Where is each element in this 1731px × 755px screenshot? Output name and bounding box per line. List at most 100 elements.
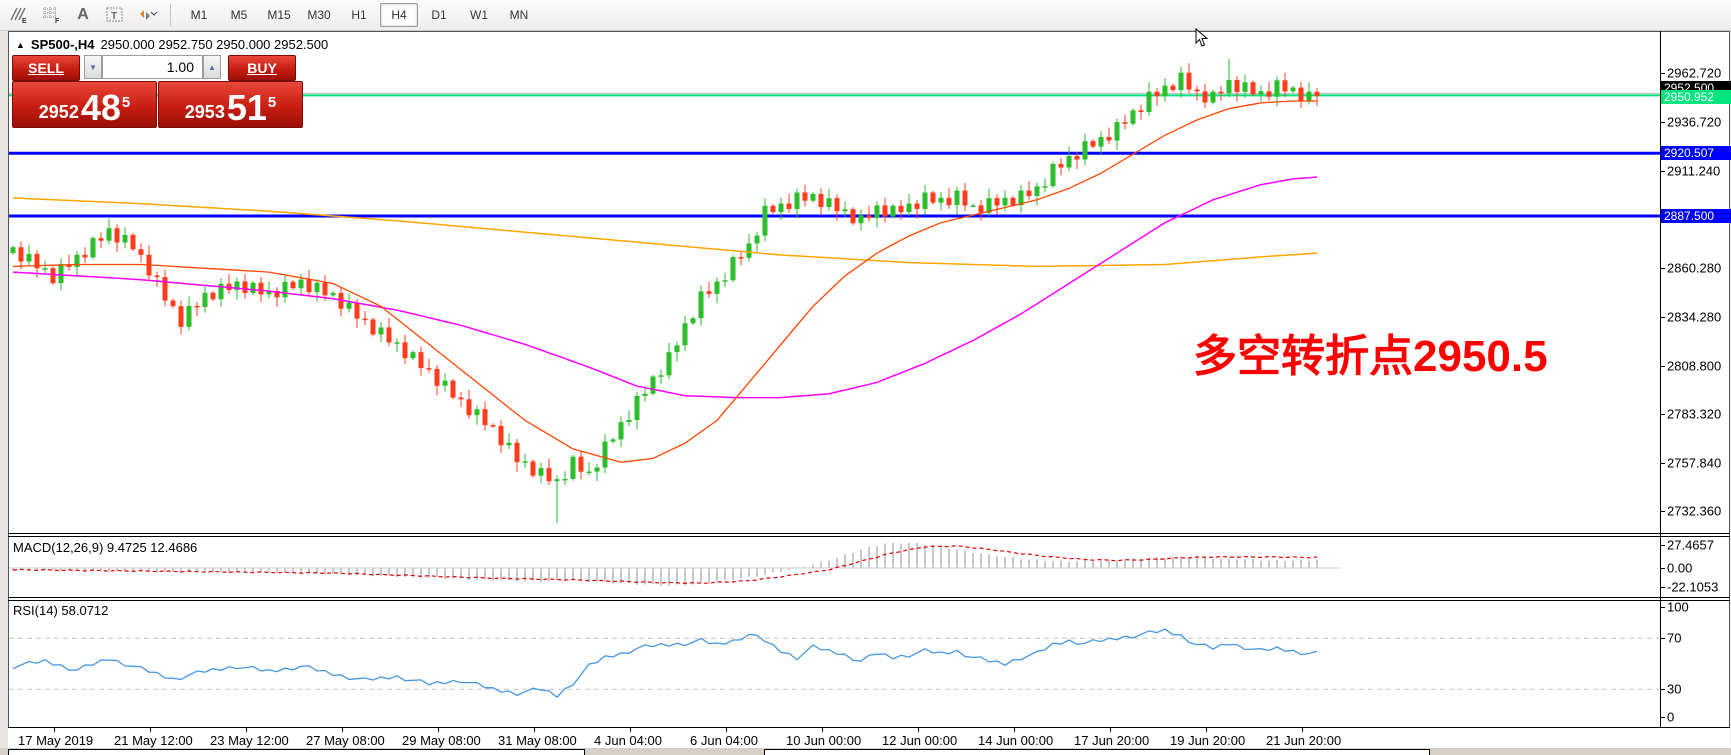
candle-body xyxy=(946,197,952,206)
candle-body xyxy=(1234,79,1240,93)
price-tick-2911.24: 2911.240 xyxy=(1667,163,1721,179)
time-tick xyxy=(246,728,247,732)
timeframe-button-m5[interactable]: M5 xyxy=(230,8,248,22)
candle-body xyxy=(42,268,48,270)
candle-body xyxy=(882,205,888,217)
chart-macd-separator[interactable] xyxy=(8,533,1730,534)
indicators-icon[interactable]: E xyxy=(6,3,32,27)
volume-input[interactable]: 1.00 xyxy=(102,55,203,79)
time-label: 29 May 08:00 xyxy=(402,733,481,748)
candle-body xyxy=(546,468,552,482)
candle-body xyxy=(170,300,176,307)
text-label-icon[interactable]: T xyxy=(102,3,128,27)
price-tick-2732.36: 2732.360 xyxy=(1667,503,1722,519)
timeframe-button-d1[interactable]: D1 xyxy=(431,8,447,22)
candle-body xyxy=(1098,136,1104,147)
sell-button[interactable]: SELL xyxy=(12,55,80,81)
buy-button[interactable]: BUY xyxy=(228,55,296,81)
symbol-label: SP500-,H4 xyxy=(30,37,95,52)
cycle-arrows-icon[interactable] xyxy=(134,3,160,27)
timeframe-button-m1[interactable]: M1 xyxy=(190,8,208,22)
macd-canvas[interactable] xyxy=(9,537,1660,597)
candle-body xyxy=(66,264,72,267)
sell-price-sup: 5 xyxy=(121,94,131,111)
time-axis[interactable]: 17 May 2019 21 May 12:00 23 May 12:00 27 Ma… xyxy=(8,728,1730,748)
candle-body xyxy=(1226,79,1232,94)
candle-body xyxy=(394,342,400,344)
candle-body xyxy=(1138,110,1144,112)
timeframe-button-w1[interactable]: W1 xyxy=(470,8,488,22)
candle-body xyxy=(450,380,456,398)
candle-body xyxy=(90,238,96,258)
axis-tick xyxy=(1660,267,1665,269)
price-tick-2783.32: 2783.320 xyxy=(1667,406,1722,422)
candle-body xyxy=(322,282,328,296)
candle-body xyxy=(554,479,560,482)
candle-body xyxy=(426,368,432,370)
candle-body xyxy=(1114,122,1120,141)
candle-body xyxy=(194,305,200,308)
time-tick xyxy=(822,728,823,732)
buy-price-display[interactable]: 2953 51 5 xyxy=(158,81,303,128)
candle-body xyxy=(1298,87,1304,101)
candle-body xyxy=(1218,91,1224,94)
candle-body xyxy=(690,318,696,324)
candle-body xyxy=(162,277,168,301)
buy-price-small: 2953 xyxy=(184,102,225,122)
candle-body xyxy=(522,461,528,463)
candle-body xyxy=(1106,136,1112,141)
candle-body xyxy=(18,247,24,262)
candle-body xyxy=(842,209,848,212)
candle-body xyxy=(1170,85,1176,91)
candle-body xyxy=(1074,155,1080,160)
grid-icon[interactable]: F xyxy=(38,3,64,27)
price-chart-canvas[interactable] xyxy=(9,32,1660,533)
timeframe-button-m30[interactable]: M30 xyxy=(307,8,331,22)
mouse-cursor xyxy=(1195,28,1209,47)
time-tick xyxy=(1206,728,1207,732)
rsi-scale-0: 100 xyxy=(1667,599,1689,615)
timeframe-button-m15[interactable]: M15 xyxy=(267,8,291,22)
rsi-label: RSI(14) 58.0712 xyxy=(13,603,109,618)
ma-mid-magenta xyxy=(12,176,1318,399)
candle-body xyxy=(234,281,240,291)
macd-rsi-separator[interactable] xyxy=(8,597,1730,598)
chart-title: ▲ SP500-,H4 2950.000 2952.750 2950.000 2… xyxy=(16,37,328,52)
candle-body xyxy=(722,280,728,282)
candle-body xyxy=(570,456,576,479)
candle-body xyxy=(290,281,296,289)
timeframe-button-mn[interactable]: MN xyxy=(509,8,529,22)
price-tick-2757.84: 2757.840 xyxy=(1667,455,1722,471)
timeframe-button-h4[interactable]: H4 xyxy=(380,3,418,27)
sell-price-display[interactable]: 2952 48 5 xyxy=(12,81,157,128)
font-icon[interactable]: A xyxy=(77,6,89,23)
time-label: 21 Jun 20:00 xyxy=(1266,733,1342,748)
collapse-icon[interactable]: ▲ xyxy=(16,39,25,50)
candle-body xyxy=(298,279,304,289)
candle-body xyxy=(578,456,584,472)
macd-label: MACD(12,26,9) 9.4725 12.4686 xyxy=(13,540,198,555)
candle-body xyxy=(210,292,216,300)
candle-body xyxy=(994,198,1000,206)
timeframe-button-h1[interactable]: H1 xyxy=(351,8,367,22)
candle-body xyxy=(1242,82,1248,93)
one-click-trading-panel: SELL ▼ 1.00 ▲ BUY 2952 48 5 2953 51 5 xyxy=(12,55,303,128)
candle-body xyxy=(26,253,32,262)
volume-decrease-button[interactable]: ▼ xyxy=(84,55,102,79)
candle-body xyxy=(514,442,520,463)
candle-body xyxy=(346,302,352,309)
candle-body xyxy=(186,305,192,327)
candle-body xyxy=(242,281,248,294)
time-label: 17 May 2019 xyxy=(18,733,94,748)
candle-body xyxy=(98,238,104,241)
axis-tick xyxy=(1660,607,1665,608)
rsi-canvas[interactable] xyxy=(9,600,1660,727)
candle-body xyxy=(938,197,944,203)
candle-body xyxy=(1258,91,1264,95)
candle-body xyxy=(754,235,760,244)
volume-increase-button[interactable]: ▲ xyxy=(203,55,221,79)
axis-tick xyxy=(1660,545,1665,546)
candle-body xyxy=(730,257,736,281)
candle-body xyxy=(1090,141,1096,147)
candle-body xyxy=(1042,186,1048,188)
